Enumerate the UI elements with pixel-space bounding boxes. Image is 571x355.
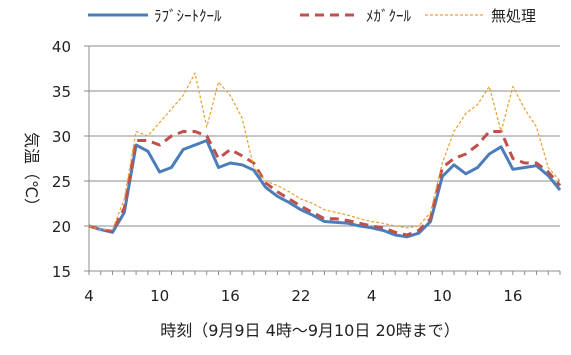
legend-label-2: ﾒｶﾞｸｰﾙ xyxy=(366,7,412,25)
y-tick-label: 30 xyxy=(52,128,71,146)
x-tick-label: 10 xyxy=(433,287,452,305)
x-tick-label: 16 xyxy=(503,287,522,305)
y-tick-label: 35 xyxy=(52,83,71,101)
y-tick-label: 25 xyxy=(52,173,71,191)
y-tick-label: 15 xyxy=(52,263,71,281)
x-tick-label: 4 xyxy=(84,287,94,305)
gridlines xyxy=(89,45,560,272)
series-line-3 xyxy=(88,72,561,231)
y-tick-label: 20 xyxy=(52,218,71,236)
series-line-2 xyxy=(88,130,562,237)
x-tick-label: 10 xyxy=(150,287,169,305)
legend: ﾗﾌﾞｼｰﾄｸｰﾙ ﾒｶﾞｸｰﾙ 無処理 xyxy=(88,7,536,25)
legend-label-3: 無処理 xyxy=(491,7,536,25)
x-axis-title: 時刻（9月9日 4時～9月10日 20時まで） xyxy=(160,321,460,340)
x-tick-label: 16 xyxy=(221,287,240,305)
axes xyxy=(84,45,561,275)
y-tick-label: 40 xyxy=(52,38,71,56)
tick-labels: 15 20 25 30 35 40 4 10 16 22 4 10 16 xyxy=(52,38,523,305)
y-axis-title: 気温（℃） xyxy=(22,132,41,214)
series-line-1 xyxy=(88,139,562,239)
x-tick-label: 22 xyxy=(291,287,310,305)
series-group xyxy=(88,72,562,239)
x-tick-label: 4 xyxy=(367,287,377,305)
legend-label-1: ﾗﾌﾞｼｰﾄｸｰﾙ xyxy=(154,7,222,25)
